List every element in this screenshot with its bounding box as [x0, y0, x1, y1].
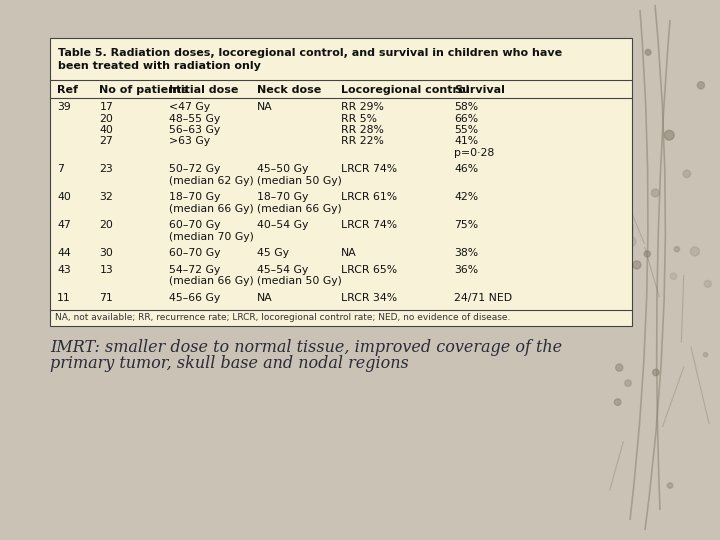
Text: 71: 71: [99, 293, 113, 303]
Circle shape: [665, 130, 674, 140]
Text: Ref: Ref: [57, 85, 78, 95]
Circle shape: [683, 170, 690, 178]
Circle shape: [690, 247, 699, 256]
Bar: [51, 291, 631, 307]
Text: RR 5%: RR 5%: [341, 113, 377, 124]
Text: 56–63 Gy: 56–63 Gy: [169, 125, 220, 135]
Text: 11: 11: [57, 293, 71, 303]
Text: 45–50 Gy: 45–50 Gy: [256, 165, 308, 174]
Text: (median 50 Gy): (median 50 Gy): [256, 176, 341, 186]
Text: Neck dose: Neck dose: [256, 85, 321, 95]
Circle shape: [625, 380, 631, 387]
Text: 46%: 46%: [454, 165, 479, 174]
Text: 58%: 58%: [454, 102, 479, 112]
Text: p=0·28: p=0·28: [454, 148, 495, 158]
Text: RR 28%: RR 28%: [341, 125, 384, 135]
Circle shape: [670, 273, 677, 280]
Text: 41%: 41%: [454, 137, 479, 146]
Text: (median 66 Gy): (median 66 Gy): [169, 276, 254, 287]
Text: (median 62 Gy): (median 62 Gy): [169, 176, 254, 186]
Text: 60–70 Gy: 60–70 Gy: [169, 220, 221, 231]
Text: 17: 17: [99, 102, 113, 112]
Text: 48–55 Gy: 48–55 Gy: [169, 113, 220, 124]
Circle shape: [675, 247, 680, 252]
Text: 44: 44: [57, 248, 71, 259]
Text: 43: 43: [57, 265, 71, 275]
Text: RR 29%: RR 29%: [341, 102, 384, 112]
Text: RR 22%: RR 22%: [341, 137, 384, 146]
Circle shape: [652, 369, 659, 376]
Text: LRCR 61%: LRCR 61%: [341, 192, 397, 202]
Circle shape: [703, 353, 708, 357]
Text: LRCR 65%: LRCR 65%: [341, 265, 397, 275]
Text: 38%: 38%: [454, 248, 479, 259]
Text: 45–66 Gy: 45–66 Gy: [169, 293, 220, 303]
Text: 18–70 Gy: 18–70 Gy: [256, 192, 308, 202]
Circle shape: [616, 364, 623, 371]
Text: 39: 39: [57, 102, 71, 112]
Text: NA: NA: [256, 293, 272, 303]
Circle shape: [644, 251, 650, 257]
Text: 7: 7: [57, 165, 64, 174]
Text: (median 66 Gy): (median 66 Gy): [256, 204, 341, 214]
Text: 47: 47: [57, 220, 71, 231]
Text: 55%: 55%: [454, 125, 479, 135]
Text: 30: 30: [99, 248, 113, 259]
Text: 45 Gy: 45 Gy: [256, 248, 289, 259]
Text: No of patients: No of patients: [99, 85, 189, 95]
Text: >63 Gy: >63 Gy: [169, 137, 210, 146]
Text: Initial dose: Initial dose: [169, 85, 239, 95]
Text: 23: 23: [99, 165, 113, 174]
Circle shape: [626, 237, 636, 246]
Text: 75%: 75%: [454, 220, 479, 231]
Text: 20: 20: [99, 113, 113, 124]
Text: primary tumor, skull base and nodal regions: primary tumor, skull base and nodal regi…: [50, 355, 409, 373]
Text: Survival: Survival: [454, 85, 505, 95]
Text: 36%: 36%: [454, 265, 479, 275]
Text: (median 70 Gy): (median 70 Gy): [169, 232, 254, 242]
Circle shape: [698, 82, 704, 89]
Text: LRCR 34%: LRCR 34%: [341, 293, 397, 303]
Bar: [51, 100, 631, 163]
Bar: [50, 38, 632, 326]
Text: 50–72 Gy: 50–72 Gy: [169, 165, 221, 174]
Circle shape: [652, 189, 660, 197]
Text: 18–70 Gy: 18–70 Gy: [169, 192, 221, 202]
Text: 27: 27: [99, 137, 113, 146]
Circle shape: [633, 261, 641, 269]
Text: 40: 40: [57, 192, 71, 202]
Circle shape: [614, 399, 621, 406]
Text: LRCR 74%: LRCR 74%: [341, 165, 397, 174]
Bar: [51, 246, 631, 263]
Circle shape: [667, 483, 672, 488]
Text: (median 66 Gy): (median 66 Gy): [169, 204, 254, 214]
Text: IMRT: smaller dose to normal tissue, improved coverage of the: IMRT: smaller dose to normal tissue, imp…: [50, 340, 562, 356]
Text: 45–54 Gy: 45–54 Gy: [256, 265, 308, 275]
Text: (median 50 Gy): (median 50 Gy): [256, 276, 341, 287]
Text: 66%: 66%: [454, 113, 479, 124]
Text: 13: 13: [99, 265, 113, 275]
Text: Table 5. Radiation doses, locoregional control, and survival in children who hav: Table 5. Radiation doses, locoregional c…: [58, 48, 562, 58]
Text: been treated with radiation only: been treated with radiation only: [58, 61, 261, 71]
Bar: [51, 191, 631, 219]
Text: 20: 20: [99, 220, 113, 231]
Circle shape: [704, 280, 711, 287]
Text: 40: 40: [99, 125, 113, 135]
Text: 40–54 Gy: 40–54 Gy: [256, 220, 308, 231]
Text: NA: NA: [256, 102, 272, 112]
Text: 32: 32: [99, 192, 113, 202]
Text: 54–72 Gy: 54–72 Gy: [169, 265, 220, 275]
Text: 60–70 Gy: 60–70 Gy: [169, 248, 221, 259]
Text: <47 Gy: <47 Gy: [169, 102, 210, 112]
Text: 24/71 NED: 24/71 NED: [454, 293, 513, 303]
Text: 42%: 42%: [454, 192, 479, 202]
Text: NA: NA: [341, 248, 356, 259]
Circle shape: [645, 50, 651, 55]
Text: LRCR 74%: LRCR 74%: [341, 220, 397, 231]
Text: Locoregional control: Locoregional control: [341, 85, 469, 95]
Text: NA, not available; RR, recurrence rate; LRCR, locoregional control rate; NED, no: NA, not available; RR, recurrence rate; …: [55, 313, 510, 321]
